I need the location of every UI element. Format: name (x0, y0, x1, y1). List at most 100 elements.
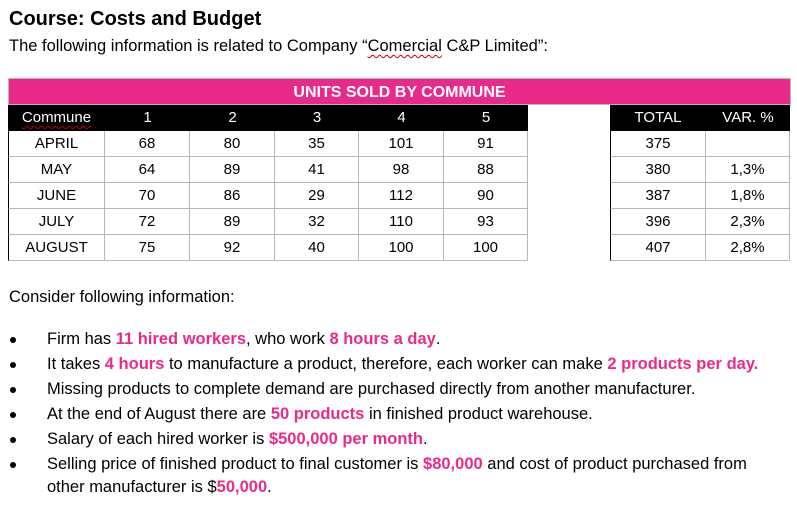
row-var (706, 131, 790, 157)
table-header-row: Commune 1 2 3 4 5 TOTAL VAR. % (8, 105, 791, 131)
row-cell: 110 (359, 209, 444, 235)
highlighted-value: 8 hours a day (329, 330, 436, 348)
row-cell: 112 (359, 183, 444, 209)
bullet-dot-icon (10, 412, 16, 418)
row-cell: 41 (275, 157, 359, 183)
bullet-text: and cost of product purchased from other… (47, 455, 747, 496)
bullet-text: Salary of each hired worker is (47, 430, 269, 448)
header-col-3: 3 (275, 105, 359, 131)
row-cell: 92 (190, 235, 275, 261)
consider-heading: Consider following information: (9, 288, 235, 306)
row-gap (528, 131, 610, 157)
header-gap (528, 105, 610, 131)
row-cell: 91 (444, 131, 528, 157)
highlighted-value: 2 products per day. (607, 355, 759, 373)
bullet-item: Selling price of finished product to fin… (0, 453, 795, 498)
row-month: JULY (8, 209, 105, 235)
row-var: 1,8% (706, 183, 790, 209)
row-gap (528, 235, 610, 261)
bullet-dot-icon (10, 337, 16, 343)
bullet-dot-icon (10, 362, 16, 368)
row-total: 407 (610, 235, 706, 261)
row-cell: 89 (190, 157, 275, 183)
table-row: JULY 72 89 32 110 93 396 2,3% (8, 209, 791, 235)
highlighted-value: $500,000 per month (268, 430, 424, 448)
bullet-item: It takes 4 hours to manufacture a produc… (0, 353, 795, 376)
row-cell: 70 (105, 183, 190, 209)
row-cell: 75 (105, 235, 190, 261)
bullet-item: Missing products to complete demand are … (0, 378, 795, 401)
row-gap (528, 183, 610, 209)
row-cell: 35 (275, 131, 359, 157)
header-var: VAR. % (706, 105, 790, 131)
row-cell: 29 (275, 183, 359, 209)
bullet-text: , who work (246, 330, 330, 348)
bullet-text: . (267, 477, 272, 496)
bullet-text: Missing products to complete demand are … (47, 380, 696, 398)
row-month: MAY (8, 157, 105, 183)
table-band-title: UNITS SOLD BY COMMUNE (8, 78, 791, 105)
header-commune-label: Commune (21, 109, 92, 126)
row-cell: 90 (444, 183, 528, 209)
row-cell: 64 (105, 157, 190, 183)
intro-line: The following information is related to … (9, 35, 548, 57)
row-var: 2,8% (706, 235, 790, 261)
row-cell: 40 (275, 235, 359, 261)
row-var: 2,3% (706, 209, 790, 235)
row-var: 1,3% (706, 157, 790, 183)
highlighted-value: 50 products (270, 405, 365, 423)
bullet-text: to manufacture a product, therefore, eac… (164, 355, 608, 373)
bullet-text: At the end of August there are (47, 405, 271, 423)
bullet-text: Selling price of finished product to fin… (47, 455, 424, 473)
row-cell: 88 (444, 157, 528, 183)
bullet-text: in finished product warehouse. (364, 405, 593, 423)
row-total: 375 (610, 131, 706, 157)
row-total: 387 (610, 183, 706, 209)
bullet-dot-icon (10, 462, 16, 468)
bullet-dot-icon (10, 437, 16, 443)
header-col-4: 4 (359, 105, 444, 131)
row-gap (528, 209, 610, 235)
row-month: JUNE (8, 183, 105, 209)
info-bullet-list: Firm has 11 hired workers, who work 8 ho… (0, 328, 795, 501)
row-month: AUGUST (8, 235, 105, 261)
row-cell: 32 (275, 209, 359, 235)
highlighted-value: $80,000 (423, 455, 483, 473)
row-cell: 68 (105, 131, 190, 157)
header-col-5: 5 (444, 105, 528, 131)
table-row: JUNE 70 86 29 112 90 387 1,8% (8, 183, 791, 209)
row-cell: 80 (190, 131, 275, 157)
row-gap (528, 157, 610, 183)
row-cell: 93 (444, 209, 528, 235)
bullet-text: . (423, 430, 428, 448)
company-word-spellcheck: Comercial (367, 37, 442, 55)
intro-text-start: The following information is related to … (9, 37, 368, 55)
bullet-item: At the end of August there are 50 produc… (0, 403, 795, 426)
row-cell: 101 (359, 131, 444, 157)
intro-text-end: C&P Limited”: (441, 37, 548, 55)
table-row: AUGUST 75 92 40 100 100 407 2,8% (8, 235, 791, 261)
header-total: TOTAL (610, 105, 706, 131)
highlighted-value: 11 hired workers (115, 330, 247, 348)
row-month: APRIL (8, 131, 105, 157)
units-sold-table: UNITS SOLD BY COMMUNE Commune 1 2 3 4 5 … (8, 78, 791, 261)
bullet-item: Firm has 11 hired workers, who work 8 ho… (0, 328, 795, 351)
row-total: 380 (610, 157, 706, 183)
highlighted-value: 4 hours (104, 355, 165, 373)
highlighted-value: 50,000 (216, 477, 268, 496)
row-total: 396 (610, 209, 706, 235)
row-cell: 100 (444, 235, 528, 261)
bullet-item: Salary of each hired worker is $500,000 … (0, 428, 795, 451)
bullet-dot-icon (10, 387, 16, 393)
bullet-text: It takes (47, 355, 105, 373)
bullet-text: . (435, 330, 441, 348)
row-cell: 98 (359, 157, 444, 183)
header-col-2: 2 (190, 105, 275, 131)
header-commune: Commune (8, 105, 105, 131)
row-cell: 86 (190, 183, 275, 209)
row-cell: 72 (105, 209, 190, 235)
table-row: MAY 64 89 41 98 88 380 1,3% (8, 157, 791, 183)
page-title: Course: Costs and Budget (9, 8, 262, 30)
table-row: APRIL 68 80 35 101 91 375 (8, 131, 791, 157)
row-cell: 89 (190, 209, 275, 235)
